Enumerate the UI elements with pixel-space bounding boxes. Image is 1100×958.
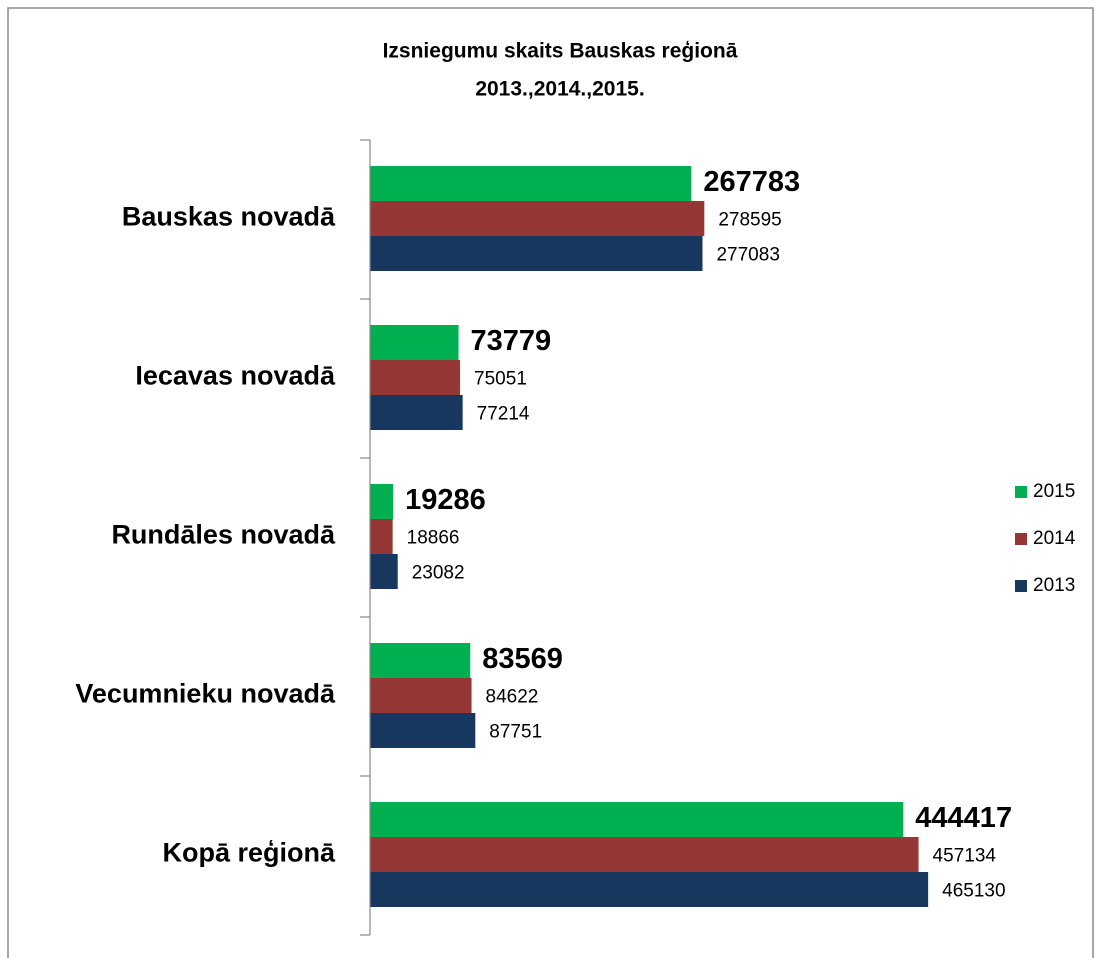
data-label: 84622 [486, 687, 539, 708]
bar [370, 872, 929, 907]
bar [370, 201, 705, 236]
data-label: 87751 [489, 722, 542, 743]
data-label: 457134 [933, 846, 997, 867]
bar [370, 519, 393, 554]
bar [370, 484, 394, 519]
bar [370, 236, 703, 271]
bar [370, 554, 398, 589]
bar [370, 395, 463, 430]
y-tick-label: Kopā reģionā [162, 838, 336, 868]
data-label: 77214 [477, 404, 530, 425]
data-label: 444417 [915, 802, 1012, 834]
data-label: 267783 [703, 166, 800, 198]
bar [370, 325, 459, 360]
legend-swatch [1015, 580, 1027, 592]
legend-swatch [1015, 486, 1027, 498]
bar [370, 802, 904, 837]
chart-title: 2013.,2014.,2015. [475, 78, 644, 101]
bar [370, 360, 461, 395]
data-label: 73779 [471, 325, 552, 357]
bar [370, 837, 919, 872]
y-tick-label: Vecumnieku novadā [75, 679, 336, 709]
data-label: 75051 [474, 369, 527, 390]
bar [370, 713, 476, 748]
legend-swatch [1015, 533, 1027, 545]
legend-label: 2013 [1033, 575, 1075, 596]
legend-label: 2014 [1033, 528, 1076, 549]
data-label: 19286 [405, 484, 486, 516]
y-tick-label: Bauskas novadā [122, 202, 336, 232]
bar [370, 678, 472, 713]
chart-title: Izsniegumu skaits Bauskas reģionā [383, 40, 738, 63]
bar [370, 166, 692, 201]
y-tick-label: Iecavas novadā [135, 361, 336, 391]
data-label: 83569 [482, 643, 563, 675]
data-label: 277083 [716, 245, 779, 266]
data-label: 278595 [718, 210, 781, 231]
legend-label: 2015 [1033, 481, 1075, 502]
bar [370, 643, 471, 678]
y-tick-label: Rundāles novadā [111, 520, 336, 550]
data-label: 23082 [412, 563, 465, 584]
data-label: 18866 [407, 528, 460, 549]
data-label: 465130 [942, 881, 1005, 902]
